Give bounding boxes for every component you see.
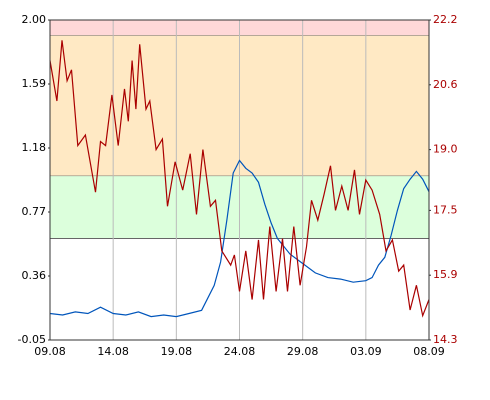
plot-frame [49,19,430,341]
y-tick-label: 0.36 [22,269,47,282]
y2-tick-label: 17.5 [433,203,458,216]
y-tick-label: 1.18 [22,141,47,154]
y2-tick-label: 20.6 [433,78,458,91]
y2-tick-label: 22.2 [433,13,458,26]
x-tick-label: 29.08 [287,345,319,358]
series-line [49,40,430,318]
y2-tick-label: 14.3 [433,333,458,346]
x-tick-label: 08.09 [413,345,445,358]
x-tick-label: 14.08 [97,345,129,358]
x-tick-label: 24.08 [224,345,256,358]
x-tick-label: 09.08 [34,345,66,358]
y2-tick-label: 19.0 [433,143,458,156]
y-tick-label: -0.05 [18,333,46,346]
y-tick-label: 0.77 [22,205,47,218]
y2-tick-label: 15.9 [433,268,458,281]
y-tick-label: 2.00 [22,13,47,26]
y-tick-label: 1.59 [22,77,47,90]
x-tick-label: 19.08 [161,345,193,358]
x-tick-label: 03.09 [350,345,382,358]
